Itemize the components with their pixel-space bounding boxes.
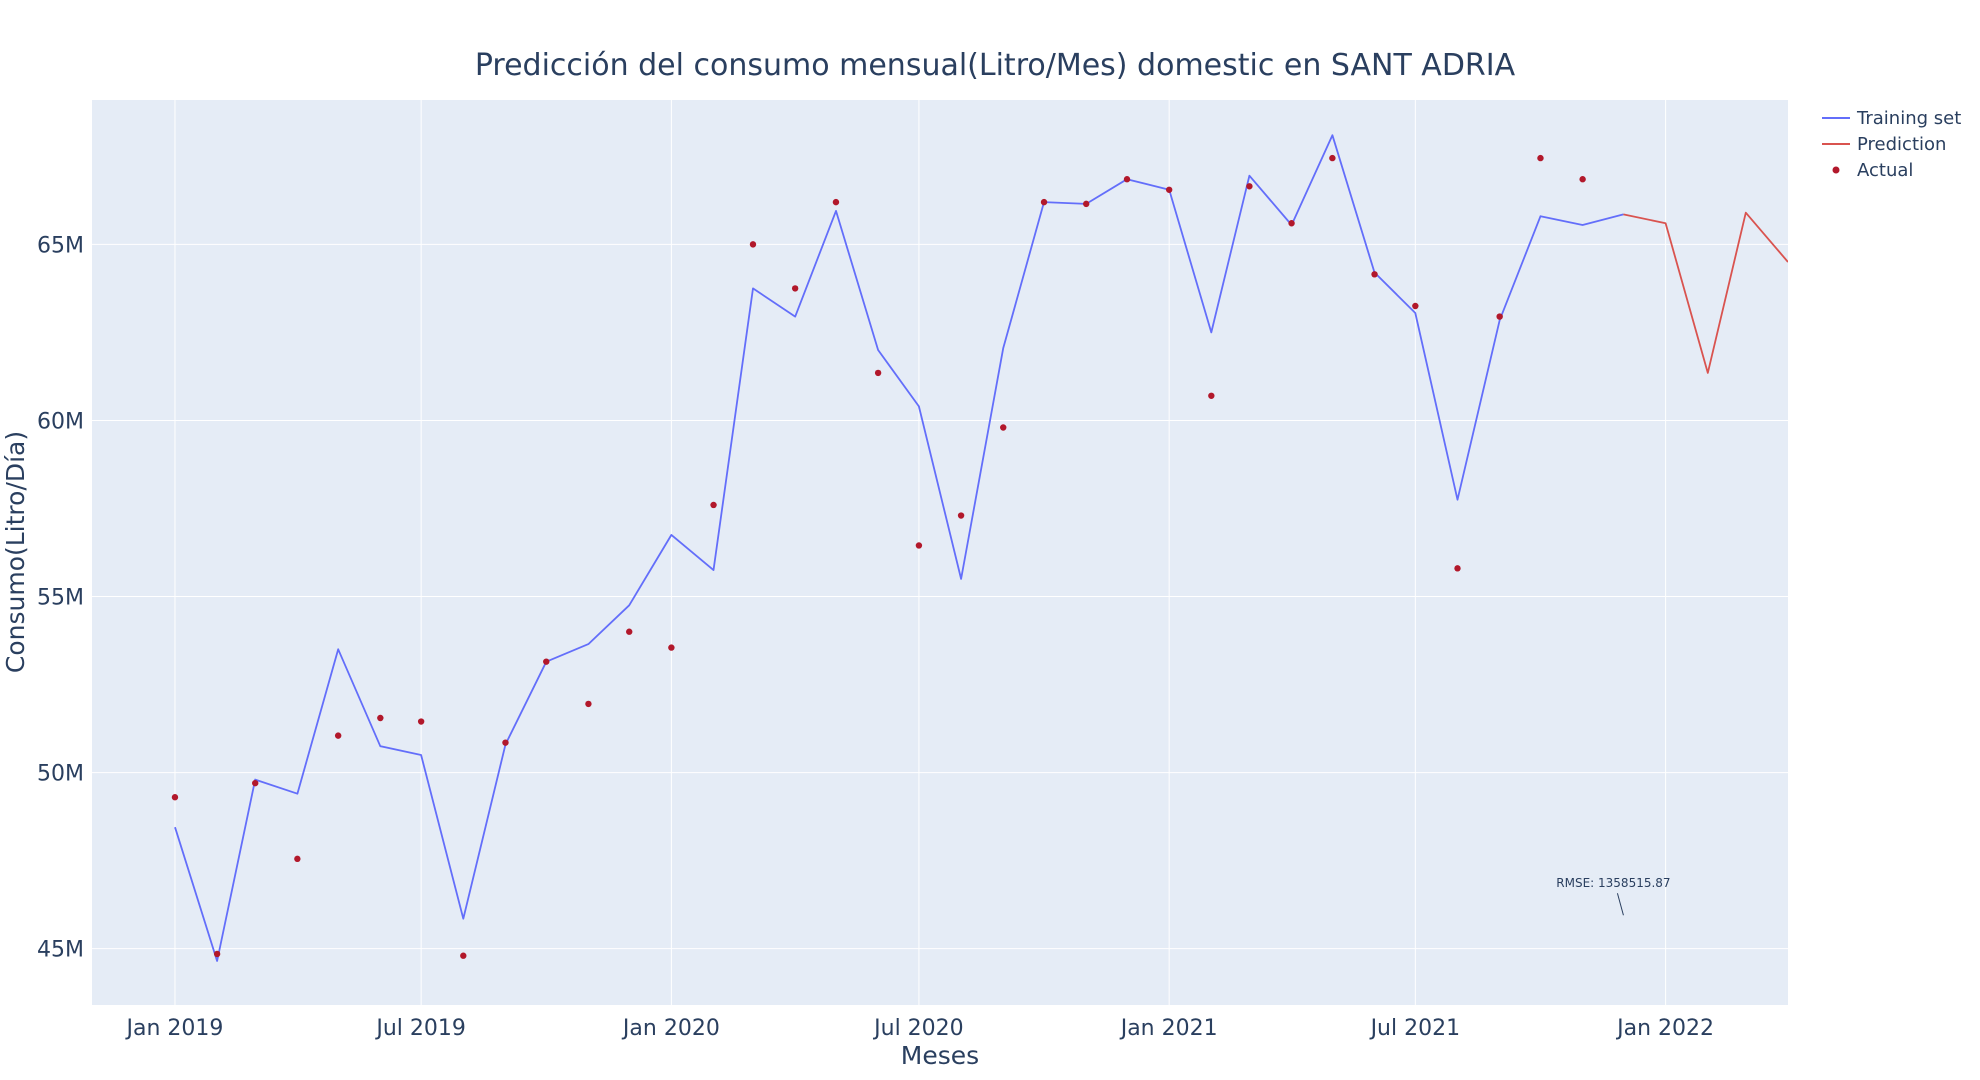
series-lines bbox=[174, 134, 1788, 962]
actual-point bbox=[543, 658, 550, 665]
actual-point bbox=[1246, 183, 1253, 190]
x-tick-labels: Jan 2019 Jul 2019 Jan 2020 Jul 2020 Jan 2021… bbox=[125, 1016, 1715, 1041]
legend-label: Prediction bbox=[1857, 134, 1946, 155]
actual-point bbox=[294, 855, 301, 863]
x-tick-label: Jul 2020 bbox=[872, 1016, 964, 1041]
actual-point bbox=[1329, 154, 1336, 162]
actual-point bbox=[791, 285, 799, 292]
legend-swatch bbox=[1832, 166, 1840, 174]
y-tick-label: 50M bbox=[37, 762, 84, 787]
actual-point bbox=[749, 241, 757, 248]
legend-item-training-set[interactable]: Training set bbox=[1822, 108, 1961, 129]
actual-point bbox=[1165, 186, 1173, 193]
actual-point bbox=[585, 700, 592, 708]
annotations: RMSE: 1358515.87 bbox=[1556, 876, 1671, 916]
annotation-arrow bbox=[1616, 893, 1624, 916]
actual-point bbox=[1040, 198, 1048, 206]
actual-point bbox=[1454, 565, 1461, 572]
actual-point bbox=[377, 714, 384, 722]
y-tick-labels: 45M 50M 55M 60M 65M bbox=[37, 233, 84, 962]
actual-point bbox=[1123, 176, 1131, 183]
rmse-annotation: RMSE: 1358515.87 bbox=[1556, 876, 1670, 890]
actual-point bbox=[710, 501, 717, 509]
actual-point bbox=[334, 732, 342, 739]
x-tick-label: Jan 2021 bbox=[1119, 1016, 1218, 1041]
legend-label: Training set bbox=[1856, 108, 1961, 129]
actual-point bbox=[502, 739, 509, 746]
x-axis-title: Meses bbox=[901, 1041, 979, 1070]
y-tick-label: 45M bbox=[37, 938, 84, 963]
actual-point bbox=[1000, 424, 1007, 431]
actual-point bbox=[1579, 176, 1586, 183]
x-tick-label: Jul 2019 bbox=[374, 1016, 466, 1041]
actual-point bbox=[1288, 220, 1295, 227]
actual-point bbox=[252, 779, 259, 787]
x-tick-label: Jan 2022 bbox=[1615, 1016, 1714, 1041]
actual-point bbox=[1208, 392, 1215, 399]
x-tick-label: Jan 2019 bbox=[125, 1016, 224, 1041]
actual-point bbox=[874, 369, 882, 377]
actual-point bbox=[832, 198, 840, 206]
y-tick-label: 65M bbox=[37, 233, 84, 258]
y-gridlines bbox=[92, 243, 1788, 950]
chart-title: Predicción del consumo mensual(Litro/Mes… bbox=[475, 48, 1516, 83]
y-tick-label: 60M bbox=[37, 409, 84, 434]
legend[interactable]: Training set Prediction Actual bbox=[1822, 108, 1961, 181]
actual-markers bbox=[171, 154, 1586, 959]
legend-item-actual[interactable]: Actual bbox=[1832, 160, 1914, 181]
series-line-prediction bbox=[1623, 211, 1788, 374]
actual-point bbox=[1371, 271, 1378, 278]
y-tick-label: 55M bbox=[37, 586, 84, 611]
actual-point bbox=[171, 794, 179, 801]
legend-label: Actual bbox=[1857, 160, 1913, 181]
actual-point bbox=[1412, 302, 1419, 310]
x-tick-label: Jul 2021 bbox=[1369, 1016, 1461, 1041]
x-gridlines bbox=[174, 100, 1667, 1005]
legend-item-prediction[interactable]: Prediction bbox=[1822, 134, 1946, 155]
actual-point bbox=[915, 542, 923, 549]
actual-point bbox=[668, 644, 675, 651]
y-axis-title: Consumo(Litro/Día) bbox=[1, 431, 30, 673]
actual-point bbox=[1496, 313, 1503, 320]
actual-point bbox=[213, 950, 221, 958]
x-tick-label: Jan 2020 bbox=[621, 1016, 720, 1041]
actual-point bbox=[1537, 154, 1544, 162]
plot-background bbox=[92, 100, 1788, 1005]
actual-point bbox=[626, 628, 633, 635]
actual-point bbox=[1083, 200, 1090, 208]
actual-point bbox=[417, 718, 425, 725]
series-line-training-set bbox=[174, 134, 1624, 962]
actual-point bbox=[460, 952, 467, 959]
actual-point bbox=[957, 512, 965, 519]
